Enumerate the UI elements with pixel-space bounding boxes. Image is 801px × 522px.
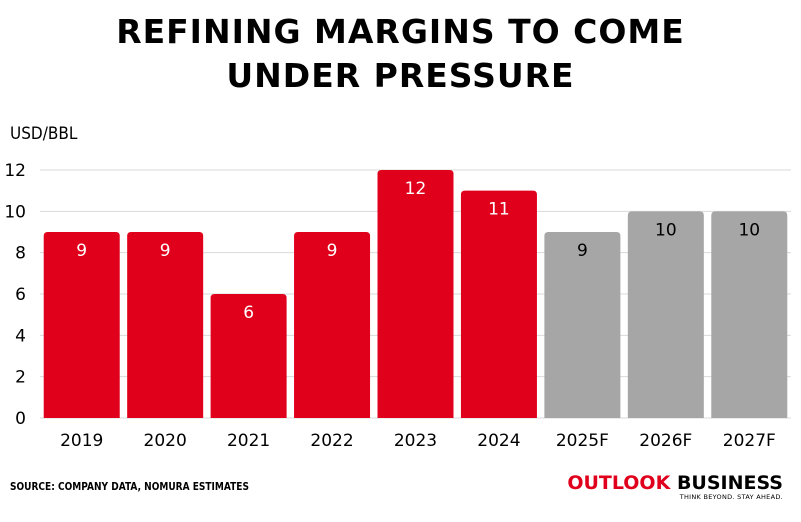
bar-2023 <box>377 170 454 418</box>
y-tick-label: 10 <box>4 202 26 222</box>
data-label: 11 <box>488 200 510 220</box>
chart-title-line1: REFINING MARGINS TO COME <box>116 12 685 51</box>
data-label: 6 <box>243 303 254 323</box>
bar-2027F <box>711 211 788 418</box>
bar-2021 <box>210 294 287 418</box>
x-tick-label: 2023 <box>394 431 437 451</box>
x-tick-label: 2021 <box>227 431 270 451</box>
x-tick-label: 2026F <box>639 431 692 451</box>
y-axis-unit-label: USD/BBL <box>10 124 78 144</box>
data-label: 9 <box>327 241 338 261</box>
x-tick-label: 2027F <box>723 431 776 451</box>
x-tick-label: 2024 <box>477 431 520 451</box>
x-tick-label: 2019 <box>60 431 103 451</box>
bar-2024 <box>460 190 537 418</box>
data-label: 10 <box>655 220 677 240</box>
chart-title: REFINING MARGINS TO COME UNDER PRESSURE <box>0 10 801 98</box>
brand-logo-part2: BUSINESS <box>676 472 783 494</box>
bar-2025F <box>544 232 621 418</box>
bar-chart: 0 2 4 6 8 10 12 9 2019 9 2020 6 2021 9 2022 12 2023 11 202… <box>4 161 791 451</box>
brand-logo: OUTLOOK BUSINESS THINK BEYOND. STAY AHEA… <box>567 472 783 501</box>
bar-2020 <box>127 232 204 418</box>
y-tick-label: 4 <box>15 326 26 346</box>
x-tick-label: 2020 <box>144 431 187 451</box>
brand-tagline: THINK BEYOND. STAY AHEAD. <box>679 493 783 501</box>
data-label: 10 <box>738 220 760 240</box>
x-tick-label: 2025F <box>556 431 609 451</box>
chart-title-line2: UNDER PRESSURE <box>226 56 575 95</box>
y-tick-label: 8 <box>15 244 26 264</box>
data-label: 9 <box>160 241 171 261</box>
source-note: SOURCE: COMPANY DATA, NOMURA ESTIMATES <box>10 480 249 493</box>
y-tick-label: 0 <box>15 409 26 429</box>
data-label: 9 <box>76 241 87 261</box>
y-tick-label: 2 <box>15 368 26 388</box>
bar-2022 <box>294 232 371 418</box>
bar-2019 <box>43 232 120 418</box>
data-label: 9 <box>577 241 588 261</box>
brand-logo-part1: OUTLOOK <box>567 472 671 494</box>
x-tick-label: 2022 <box>310 431 353 451</box>
y-tick-label: 12 <box>4 161 26 181</box>
data-label: 12 <box>405 179 427 199</box>
bar-2026F <box>627 211 704 418</box>
y-tick-label: 6 <box>15 285 26 305</box>
